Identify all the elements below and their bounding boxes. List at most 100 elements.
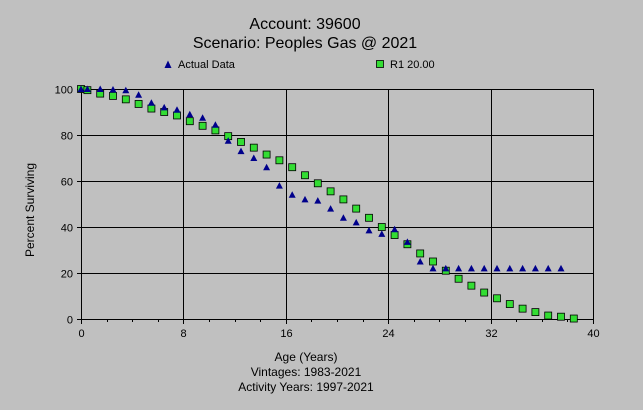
legend: Actual Data R1 20.00: [164, 59, 435, 71]
curve-point: [249, 143, 258, 152]
actual-data-point: [96, 85, 104, 92]
curve-point: [326, 187, 335, 196]
x-tick-label: 8: [180, 328, 186, 340]
plot-area-frame: [81, 89, 594, 320]
y-tick-label: 20: [61, 269, 73, 281]
actual-data-point: [442, 264, 450, 272]
footer-activity-years: Activity Years: 1997-2021: [238, 380, 374, 394]
actual-data-point: [493, 264, 501, 272]
curve-point: [467, 281, 476, 290]
curve-point: [121, 95, 130, 104]
actual-data-point: [519, 264, 527, 272]
curve-point: [288, 163, 297, 172]
curve-point: [531, 308, 540, 317]
curve-point: [454, 274, 463, 283]
curve-point: [416, 249, 425, 258]
curve-point: [301, 171, 309, 180]
actual-data-point: [429, 264, 437, 272]
y-tick-label: 100: [55, 85, 73, 97]
curve-point: [493, 294, 501, 303]
actual-data-point: [416, 258, 424, 265]
curve-point: [211, 126, 220, 135]
actual-data-point: [327, 205, 335, 212]
curve-point: [313, 179, 322, 188]
curve-point: [134, 100, 143, 108]
actual-data-point: [147, 99, 155, 106]
chart-title-line-2: Scenario: Peoples Gas @ 2021: [193, 35, 417, 52]
actual-data-point: [122, 86, 130, 94]
actual-data-point: [109, 86, 117, 93]
x-axis-label: Age (Years): [275, 350, 338, 364]
curve-point: [352, 204, 361, 213]
x-tick-label: 24: [382, 328, 394, 340]
actual-data-point: [83, 85, 91, 92]
curve-point: [198, 121, 207, 130]
x-axis-ticks: 0 8 16 24 32 40: [78, 319, 600, 340]
curve-point: [185, 117, 194, 126]
curve-point: [544, 311, 553, 320]
curve-point: [173, 111, 181, 120]
actual-data-point: [288, 191, 296, 198]
y-tick-label: 0: [67, 315, 73, 327]
actual-data-point: [186, 110, 194, 118]
actual-data-point: [544, 264, 552, 272]
x-tick-label: 0: [78, 328, 84, 340]
y-axis-ticks: 0 20 40 60 80 100: [55, 85, 81, 327]
actual-data-point: [480, 264, 488, 272]
curve-point: [365, 213, 373, 222]
x-tick-label: 32: [485, 328, 497, 340]
curve-point: [147, 104, 156, 113]
actual-data-point: [391, 225, 399, 233]
actual-data-point: [211, 121, 219, 128]
legend-square-marker: [376, 60, 384, 68]
curve-point: [557, 312, 565, 321]
curve-point: [109, 92, 117, 100]
actual-data-point: [301, 195, 309, 203]
actual-data-point: [237, 147, 245, 155]
legend-triangle-marker: [164, 60, 172, 68]
y-tick-label: 40: [61, 223, 73, 235]
actual-data-point: [339, 214, 347, 221]
curve-point: [390, 231, 399, 239]
curve-point: [518, 304, 527, 313]
curve-point: [339, 195, 348, 204]
curve-point: [569, 314, 578, 323]
x-tick-label: 40: [587, 328, 599, 340]
curve-point: [480, 288, 489, 297]
actual-data-point: [263, 163, 271, 171]
chart-title-line-1: Account: 39600: [249, 16, 360, 33]
actual-data-point: [250, 154, 258, 161]
actual-data-point: [531, 264, 539, 272]
actual-data-point: [275, 182, 283, 189]
actual-data-point: [314, 197, 322, 204]
legend-label-actual: Actual Data: [178, 59, 236, 71]
actual-data-point: [506, 264, 514, 272]
grid: [81, 89, 593, 319]
curve-point: [237, 137, 245, 146]
actual-data-point: [352, 218, 360, 226]
actual-data-point: [455, 264, 463, 272]
actual-data-point: [467, 264, 475, 272]
actual-data-point: [135, 91, 143, 98]
actual-data-point: [224, 137, 232, 144]
y-axis-label: Percent Surviving: [23, 163, 37, 257]
data-marks: [77, 85, 578, 323]
curve-point: [429, 257, 437, 266]
actual-data-point: [199, 114, 207, 121]
curve-point: [275, 156, 284, 165]
curve-point: [377, 223, 386, 231]
curve-point: [262, 150, 271, 159]
x-tick-label: 16: [280, 328, 292, 340]
actual-data-point: [557, 264, 565, 272]
actual-data-point: [365, 226, 373, 234]
actual-data-point: [173, 106, 181, 113]
legend-label-curve: R1 20.00: [390, 59, 435, 71]
y-tick-label: 80: [61, 131, 73, 143]
actual-data-point: [160, 103, 168, 111]
footer-vintages: Vintages: 1983-2021: [251, 365, 362, 379]
actual-data-point: [403, 238, 411, 245]
actual-data-point: [378, 230, 386, 237]
curve-point: [505, 300, 514, 308]
